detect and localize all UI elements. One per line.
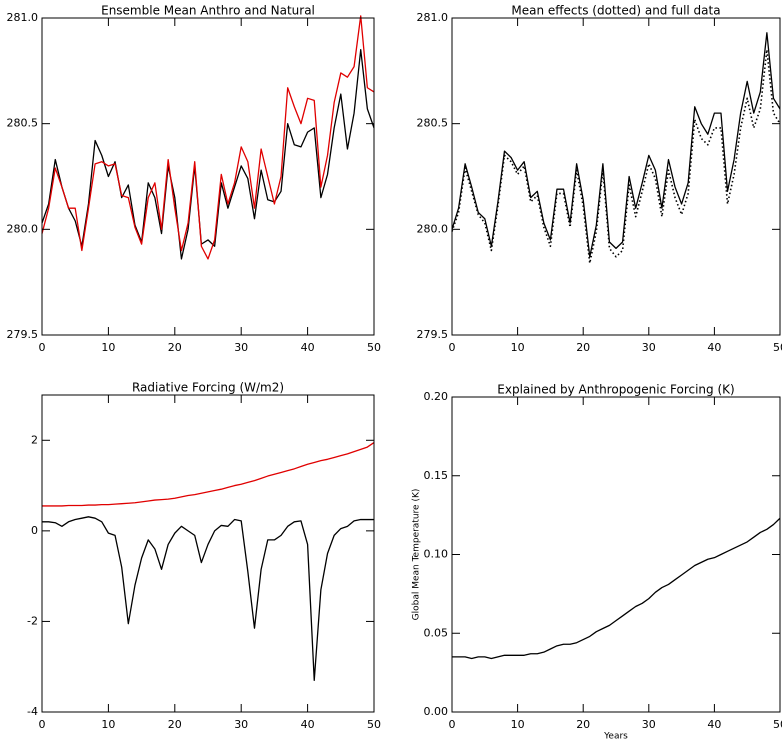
x-tick-label: 20 xyxy=(576,718,590,731)
panel-title: Radiative Forcing (W/m2) xyxy=(132,381,284,395)
data-line xyxy=(41,49,375,260)
panel-title: Ensemble Mean Anthro and Natural xyxy=(101,4,315,18)
plot-frame xyxy=(41,17,375,336)
y-tick-label: -4 xyxy=(27,705,38,718)
x-tick-label: 50 xyxy=(773,718,782,731)
y-tick-label: 280.0 xyxy=(417,222,449,235)
data-line xyxy=(452,517,781,660)
x-tick-label: 0 xyxy=(449,718,456,731)
x-tick-label: 40 xyxy=(707,341,721,354)
x-tick-label: 10 xyxy=(101,341,115,354)
x-tick-label: 0 xyxy=(39,341,46,354)
panel-title: Explained by Anthropogenic Forcing (K) xyxy=(497,383,734,397)
x-axis-label: Years xyxy=(603,732,628,742)
y-tick-label: 280.5 xyxy=(417,117,449,130)
data-line xyxy=(451,32,781,258)
plot-frame xyxy=(451,396,781,713)
y-tick-label: 0.00 xyxy=(424,705,449,718)
x-tick-label: 0 xyxy=(39,718,46,731)
y-tick-label: 280.0 xyxy=(7,222,39,235)
plot-frame xyxy=(41,394,375,713)
y-tick-label: 281.0 xyxy=(417,11,449,24)
x-tick-label: 50 xyxy=(367,341,381,354)
x-tick-label: 10 xyxy=(101,718,115,731)
y-tick-label: 0 xyxy=(31,524,38,537)
x-tick-label: 20 xyxy=(168,718,182,731)
y-tick-label: -2 xyxy=(27,614,38,627)
y-tick-label: 279.5 xyxy=(7,328,39,341)
data-line xyxy=(42,442,375,507)
data-line xyxy=(451,48,781,264)
y-tick-label: 281.0 xyxy=(7,11,39,24)
y-tick-label: 0.20 xyxy=(424,390,449,403)
data-line xyxy=(41,15,375,260)
x-tick-label: 40 xyxy=(707,718,721,731)
x-tick-label: 30 xyxy=(234,341,248,354)
y-axis-label: Global Mean Temperature (K) xyxy=(412,489,422,621)
x-tick-label: 20 xyxy=(168,341,182,354)
y-tick-label: 0.05 xyxy=(424,626,449,639)
x-tick-label: 30 xyxy=(234,718,248,731)
x-tick-label: 40 xyxy=(301,341,315,354)
x-tick-label: 30 xyxy=(642,718,656,731)
y-tick-label: 279.5 xyxy=(417,328,449,341)
x-tick-label: 50 xyxy=(773,341,782,354)
y-tick-label: 280.5 xyxy=(7,117,39,130)
x-tick-label: 50 xyxy=(367,718,381,731)
x-tick-label: 10 xyxy=(511,341,525,354)
y-tick-label: 0.10 xyxy=(424,548,449,561)
y-tick-label: 0.15 xyxy=(424,469,449,482)
x-tick-label: 20 xyxy=(576,341,590,354)
panel-title: Mean effects (dotted) and full data xyxy=(511,4,720,18)
x-tick-label: 30 xyxy=(642,341,656,354)
y-tick-label: 2 xyxy=(31,433,38,446)
data-line xyxy=(42,516,374,681)
x-tick-label: 10 xyxy=(511,718,525,731)
plot-frame xyxy=(451,17,781,336)
x-tick-label: 0 xyxy=(449,341,456,354)
x-tick-label: 40 xyxy=(301,718,315,731)
